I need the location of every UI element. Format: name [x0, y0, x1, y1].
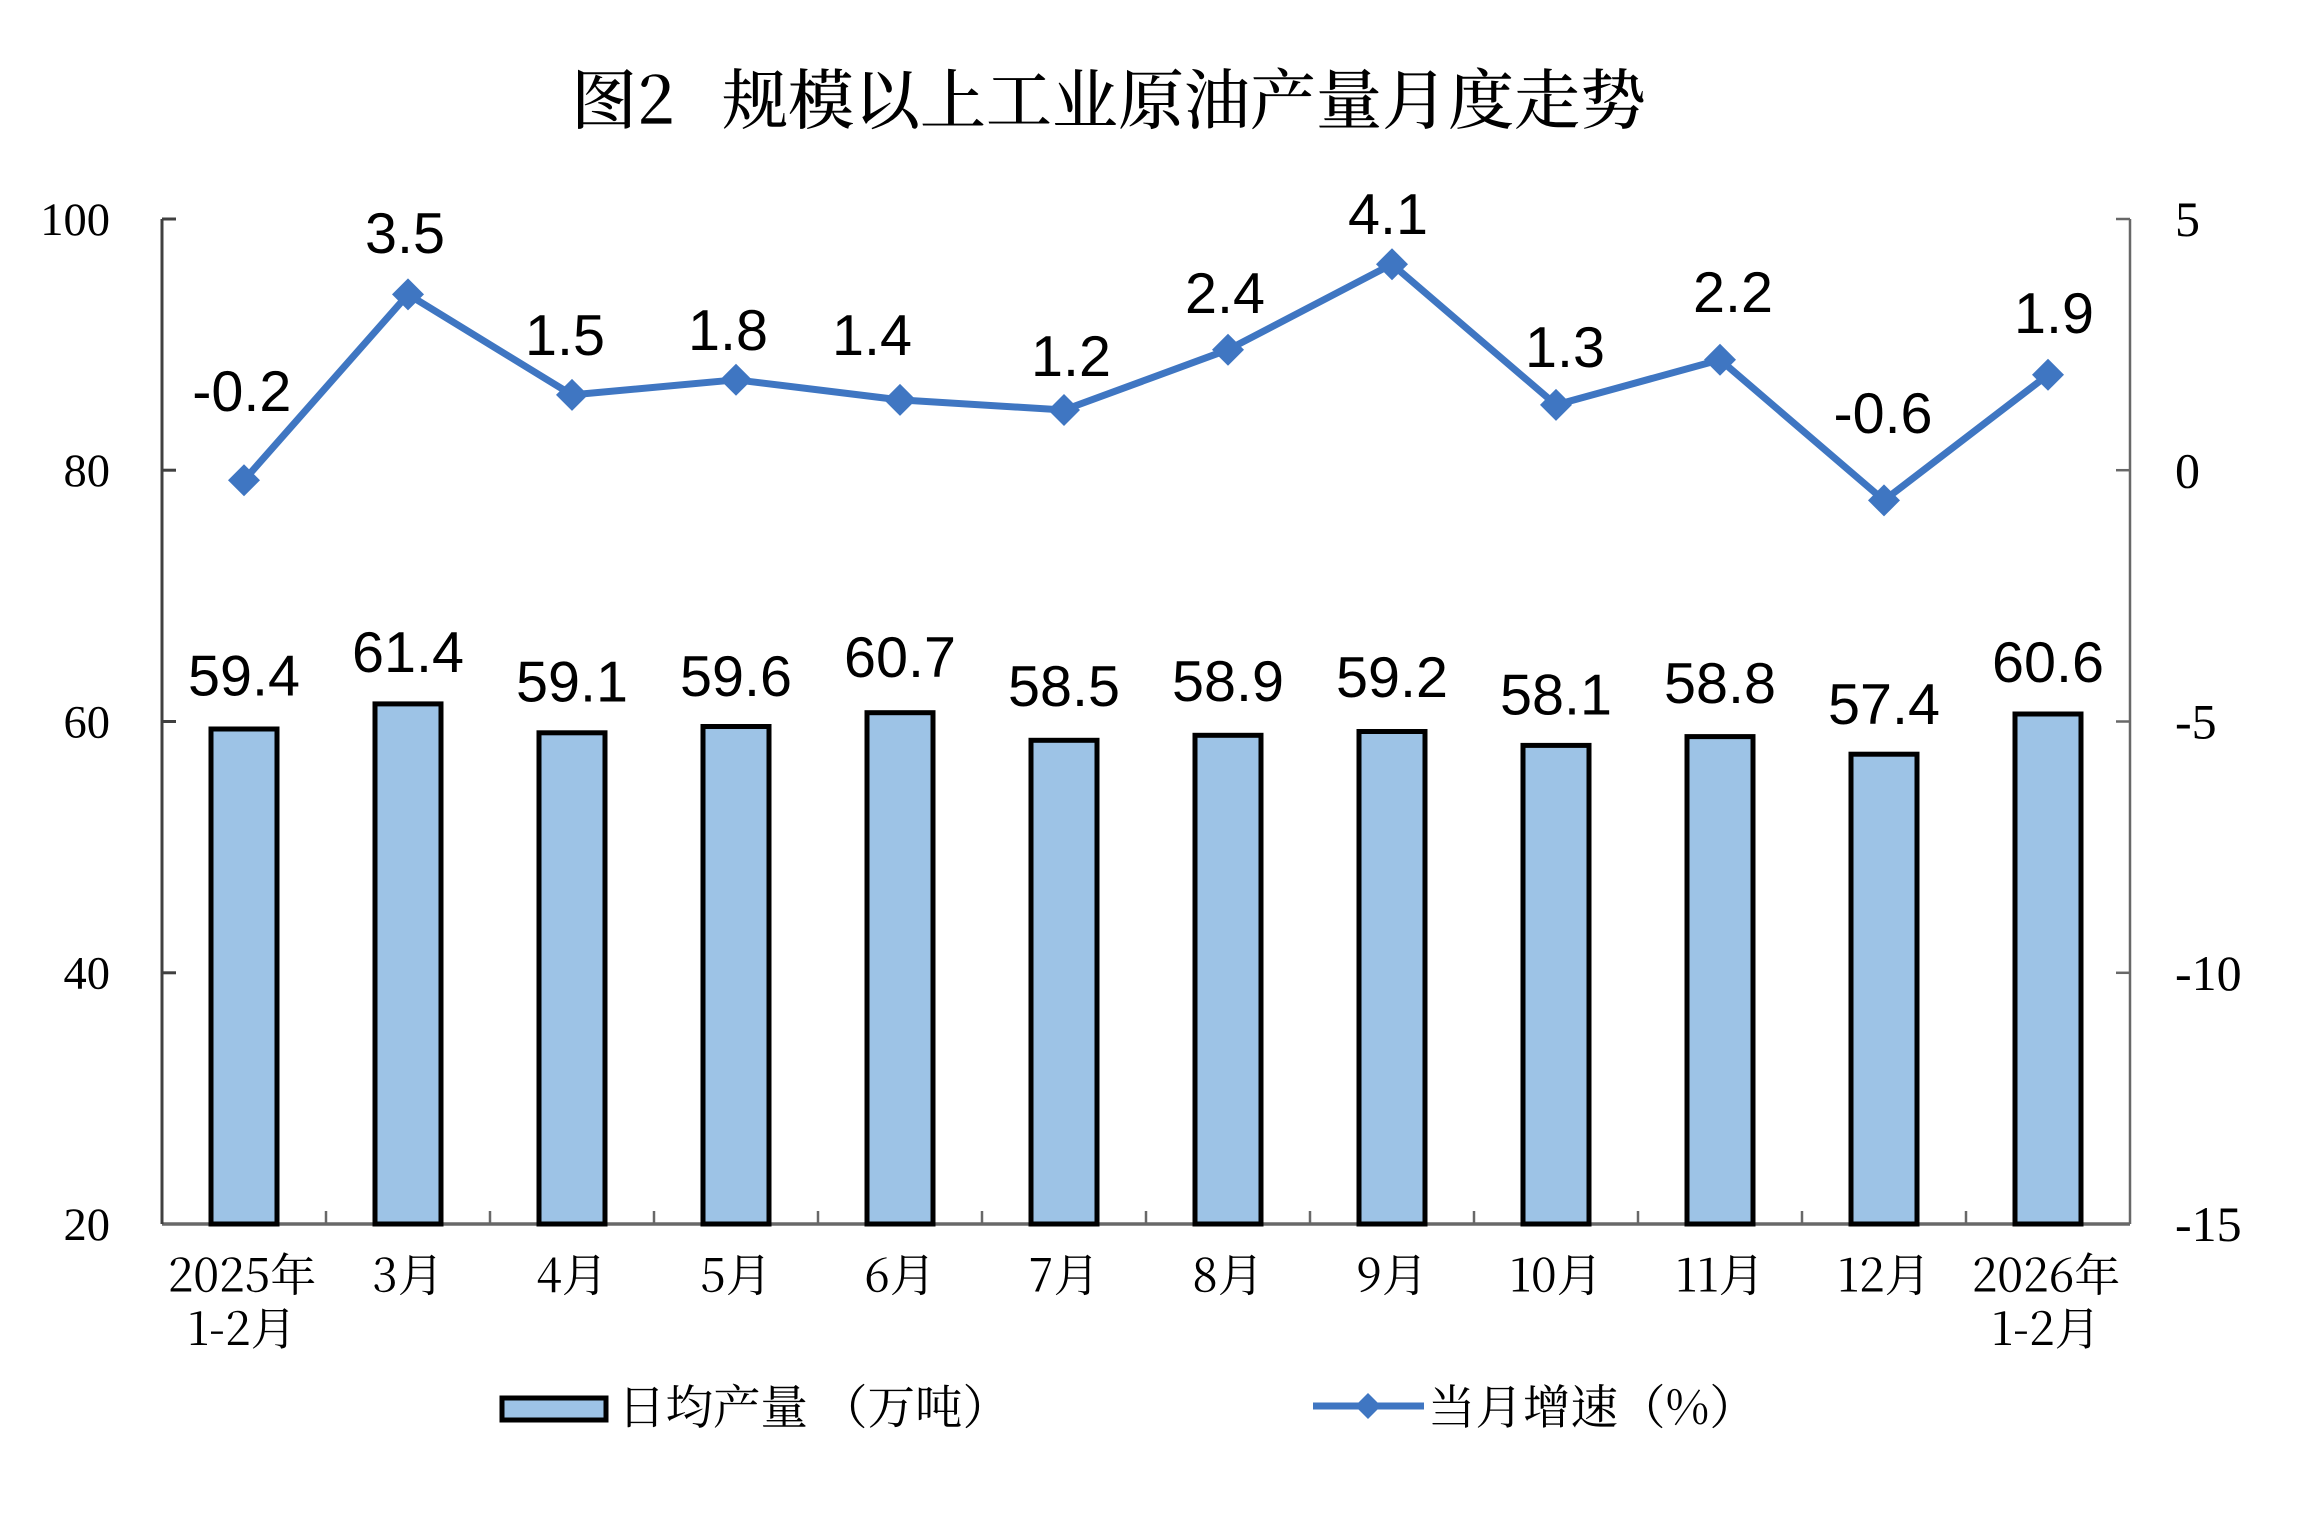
svg-text:100: 100: [40, 195, 110, 246]
svg-text:2.4: 2.4: [1185, 262, 1265, 326]
svg-text:59.4: 59.4: [188, 645, 300, 709]
svg-text:1.9: 1.9: [2014, 282, 2094, 346]
svg-text:3.5: 3.5: [365, 202, 445, 266]
svg-text:57.4: 57.4: [1828, 673, 1940, 737]
svg-text:61.4: 61.4: [352, 621, 464, 685]
svg-text:1.5: 1.5: [525, 304, 605, 368]
svg-text:58.5: 58.5: [1008, 655, 1120, 719]
svg-text:-10: -10: [2175, 945, 2242, 1001]
svg-text:58.1: 58.1: [1500, 664, 1612, 728]
svg-text:60.7: 60.7: [844, 626, 956, 690]
svg-text:1.2: 1.2: [1031, 325, 1111, 389]
svg-text:59.6: 59.6: [680, 645, 792, 709]
svg-text:20: 20: [64, 1200, 111, 1251]
svg-text:58.9: 58.9: [1172, 650, 1284, 714]
svg-text:2.2: 2.2: [1693, 261, 1773, 325]
svg-text:40: 40: [64, 949, 111, 1000]
svg-text:-0.6: -0.6: [1833, 382, 1932, 446]
svg-text:59.1: 59.1: [516, 651, 628, 715]
svg-text:-15: -15: [2175, 1196, 2242, 1252]
svg-text:60: 60: [64, 698, 111, 749]
svg-text:-0.2: -0.2: [192, 360, 291, 424]
svg-text:-5: -5: [2175, 694, 2217, 750]
svg-text:1.4: 1.4: [832, 304, 912, 368]
svg-text:80: 80: [64, 446, 111, 497]
svg-text:1.8: 1.8: [688, 299, 768, 363]
svg-text:4.1: 4.1: [1348, 183, 1428, 247]
svg-text:1.3: 1.3: [1525, 316, 1605, 380]
svg-text:60.6: 60.6: [1992, 631, 2104, 695]
svg-text:0: 0: [2175, 442, 2200, 498]
svg-text:58.8: 58.8: [1664, 652, 1776, 716]
svg-text:59.2: 59.2: [1336, 646, 1448, 710]
svg-text:5: 5: [2175, 191, 2200, 247]
